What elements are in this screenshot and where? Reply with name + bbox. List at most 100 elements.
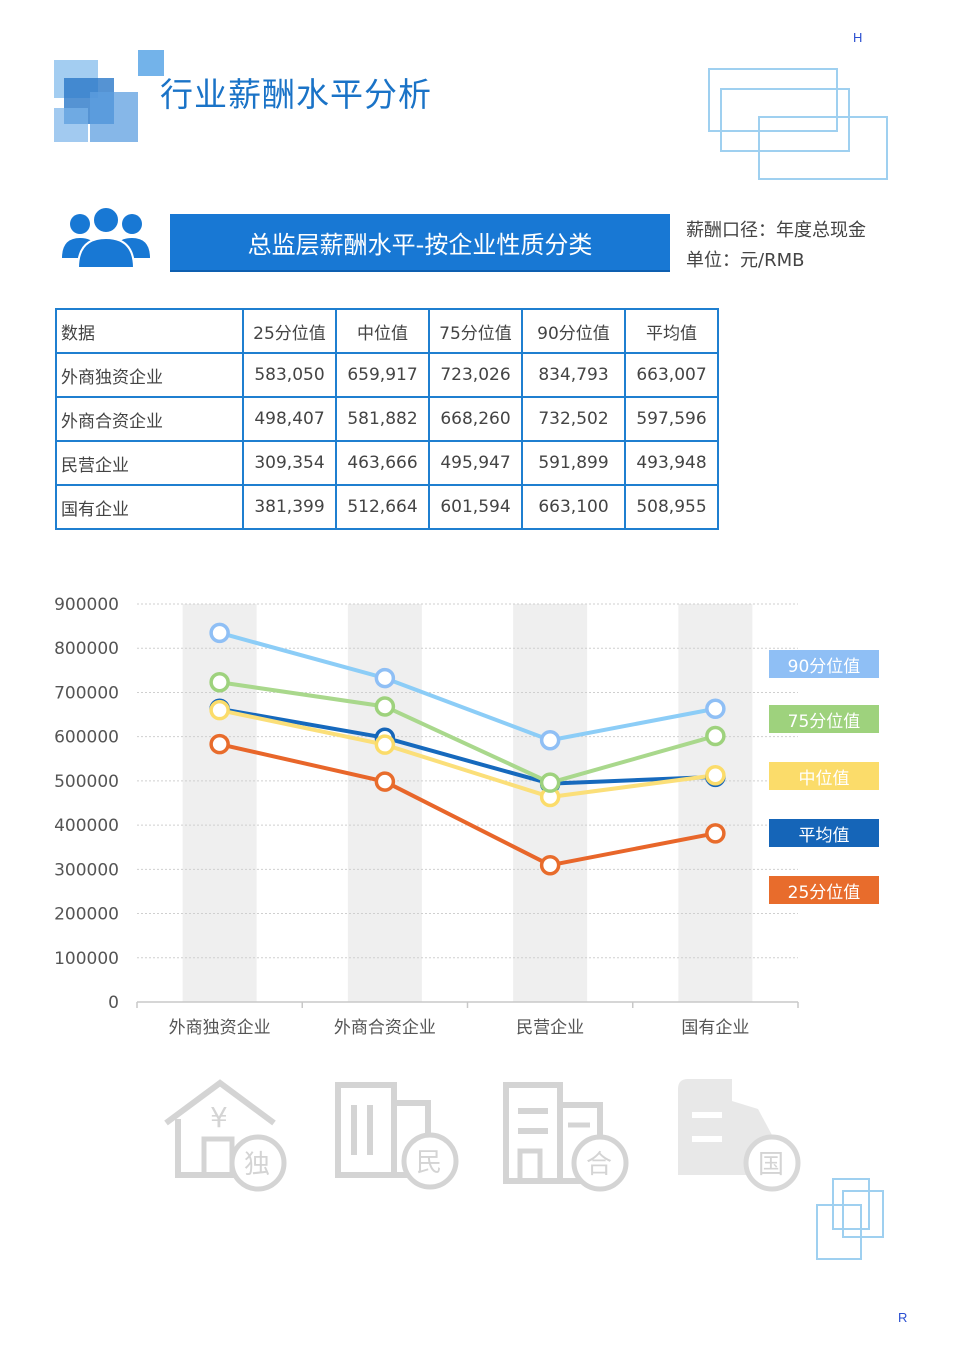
y-tick-label: 200000 [54, 905, 119, 925]
data-point [209, 733, 230, 755]
banner-title: 总监层薪酬水平-按企业性质分类 [247, 230, 593, 259]
table-row-label: 外商合资企业 [55, 396, 244, 442]
table-row: 国有企业 381,399 512,664 601,594 663,100 508… [55, 484, 719, 530]
table-cell: 668,260 [428, 396, 523, 442]
data-point [209, 672, 230, 693]
house-yen-icon: ¥ 独 [164, 1079, 287, 1192]
table-cell: 495,947 [428, 440, 523, 486]
y-tick-label: 100000 [54, 949, 119, 969]
y-tick-label: 800000 [54, 639, 119, 659]
corner-letter-bottom: R [898, 1310, 908, 1325]
legend-item: 75分位值 [769, 705, 879, 733]
y-tick-label: 300000 [54, 860, 119, 880]
table-row: 外商合资企业 498,407 581,882 668,260 732,502 5… [55, 396, 719, 442]
table-cell: 834,793 [521, 352, 626, 398]
data-point [209, 622, 230, 644]
y-tick-label: 400000 [54, 816, 119, 836]
x-tick-label: 民营企业 [516, 1018, 584, 1038]
table-header-cell: 75分位值 [428, 308, 523, 354]
banner-underline [170, 270, 670, 272]
table-cell: 508,955 [624, 484, 719, 530]
category-band [347, 604, 422, 1002]
table-row: 外商独资企业 583,050 659,917 723,026 834,793 6… [55, 352, 719, 398]
data-point [539, 772, 561, 793]
data-point [374, 696, 396, 717]
section-banner: 总监层薪酬水平-按企业性质分类 [170, 214, 670, 270]
series-line [219, 706, 716, 786]
bottom-right-decoration [814, 1176, 886, 1262]
y-tick-label: 500000 [54, 772, 119, 792]
table-cell: 601,594 [428, 484, 523, 530]
table-row: 民营企业 309,354 463,666 495,947 591,899 493… [55, 440, 719, 486]
data-point [374, 734, 396, 755]
table-cell: 732,502 [521, 396, 626, 442]
page-title: 行业薪酬水平分析 [160, 75, 432, 114]
building-icon: 民 [335, 1082, 459, 1190]
series-line [219, 680, 716, 785]
data-point [209, 699, 230, 721]
legend-item: 25分位值 [769, 876, 879, 904]
salary-basis: 薪酬口径：年度总现金 [686, 220, 866, 241]
data-point [374, 771, 396, 792]
table-cell: 723,026 [428, 352, 523, 398]
table-header-cell: 数据 [55, 308, 244, 354]
x-tick-label: 外商合资企业 [334, 1018, 436, 1038]
series-line [219, 630, 716, 743]
table-row-label: 外商独资企业 [55, 352, 244, 398]
data-point [539, 854, 561, 876]
table-cell: 663,100 [521, 484, 626, 530]
category-band [182, 604, 257, 1002]
table-cell: 381,399 [242, 484, 337, 530]
table-cell: 659,917 [335, 352, 430, 398]
series-line [219, 708, 716, 799]
table-header-cell: 中位值 [335, 308, 430, 354]
office-icon: 合 [503, 1082, 629, 1192]
table-row-label: 民营企业 [55, 440, 244, 486]
data-point [374, 667, 396, 689]
salary-table: 数据 25分位值 中位值 75分位值 90分位值 平均值 外商独资企业 583,… [55, 308, 719, 530]
x-tick-label: 外商独资企业 [169, 1018, 271, 1038]
table-cell: 591,899 [521, 440, 626, 486]
table-row-label: 国有企业 [55, 484, 244, 530]
tower-icon: 国 [678, 1079, 801, 1192]
legend-item: 中位值 [769, 762, 879, 790]
title-decoration [50, 48, 170, 148]
y-tick-label: 0 [108, 993, 119, 1013]
icon-badge: 合 [586, 1150, 612, 1180]
icon-badge: 独 [244, 1150, 270, 1180]
table-header-cell: 平均值 [624, 308, 719, 354]
table-cell: 463,666 [335, 440, 430, 486]
table-cell: 309,354 [242, 440, 337, 486]
table-cell: 663,007 [624, 352, 719, 398]
table-header-row: 数据 25分位值 中位值 75分位值 90分位值 平均值 [55, 308, 719, 354]
table-header-cell: 90分位值 [521, 308, 626, 354]
data-point [705, 698, 726, 720]
icon-badge: 民 [416, 1148, 442, 1178]
icon-badge: 国 [758, 1150, 784, 1180]
table-cell: 597,596 [624, 396, 719, 442]
unit-label: 单位：元/RMB [686, 250, 805, 271]
salary-line-chart: 0 100000 200000 300000 400000 500000 600000 700… [54, 595, 799, 1038]
table-cell: 493,948 [624, 440, 719, 486]
top-right-decoration [706, 66, 892, 182]
legend-item: 平均值 [769, 819, 879, 847]
people-icon [62, 206, 150, 269]
y-tick-label: 700000 [54, 683, 119, 703]
svg-text:¥: ¥ [210, 1101, 228, 1134]
data-point [705, 725, 726, 747]
table-cell: 512,664 [335, 484, 430, 530]
y-tick-label: 900000 [54, 595, 119, 615]
data-point [539, 729, 561, 751]
y-tick-label: 600000 [54, 728, 119, 748]
table-cell: 581,882 [335, 396, 430, 442]
legend-item: 90分位值 [769, 650, 879, 678]
x-tick-label: 国有企业 [681, 1018, 749, 1038]
category-band [678, 604, 753, 1002]
corner-letter-top: H [853, 30, 863, 45]
table-cell: 583,050 [242, 352, 337, 398]
data-point [705, 765, 726, 786]
series-line [219, 742, 716, 868]
table-header-cell: 25分位值 [242, 308, 337, 354]
table-cell: 498,407 [242, 396, 337, 442]
data-point [705, 823, 726, 844]
